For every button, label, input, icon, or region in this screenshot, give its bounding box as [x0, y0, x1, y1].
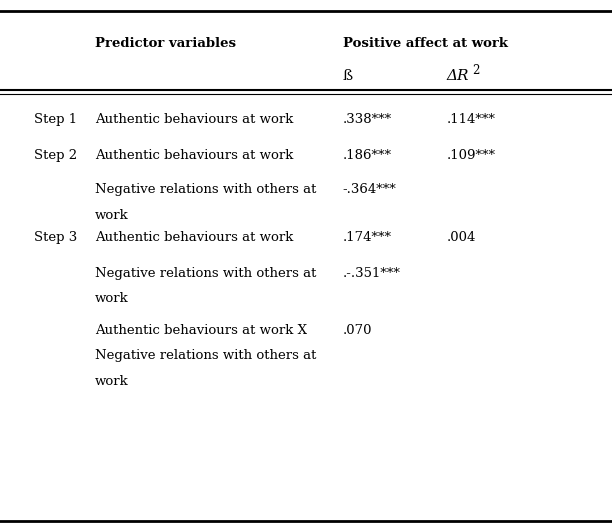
Text: Authentic behaviours at work: Authentic behaviours at work: [95, 231, 293, 244]
Text: .114***: .114***: [447, 113, 496, 125]
Text: .109***: .109***: [447, 149, 496, 161]
Text: Authentic behaviours at work X: Authentic behaviours at work X: [95, 324, 307, 337]
Text: .174***: .174***: [343, 231, 392, 244]
Text: ß: ß: [343, 69, 353, 83]
Text: Negative relations with others at: Negative relations with others at: [95, 183, 316, 196]
Text: ΔR: ΔR: [447, 69, 469, 83]
Text: Negative relations with others at: Negative relations with others at: [95, 349, 316, 362]
Text: .070: .070: [343, 324, 372, 337]
Text: Negative relations with others at: Negative relations with others at: [95, 267, 316, 279]
Text: -.364***: -.364***: [343, 183, 397, 196]
Text: Authentic behaviours at work: Authentic behaviours at work: [95, 113, 293, 125]
Text: work: work: [95, 292, 129, 305]
Text: Predictor variables: Predictor variables: [95, 37, 236, 50]
Text: .-.351***: .-.351***: [343, 267, 401, 279]
Text: .004: .004: [447, 231, 476, 244]
Text: .338***: .338***: [343, 113, 392, 125]
Text: Step 1: Step 1: [34, 113, 76, 125]
Text: work: work: [95, 209, 129, 221]
Text: 2: 2: [472, 64, 480, 76]
Text: work: work: [95, 375, 129, 388]
Text: Step 3: Step 3: [34, 231, 77, 244]
Text: Positive affect at work: Positive affect at work: [343, 37, 508, 50]
Text: Step 2: Step 2: [34, 149, 76, 161]
Text: .186***: .186***: [343, 149, 392, 161]
Text: Authentic behaviours at work: Authentic behaviours at work: [95, 149, 293, 161]
